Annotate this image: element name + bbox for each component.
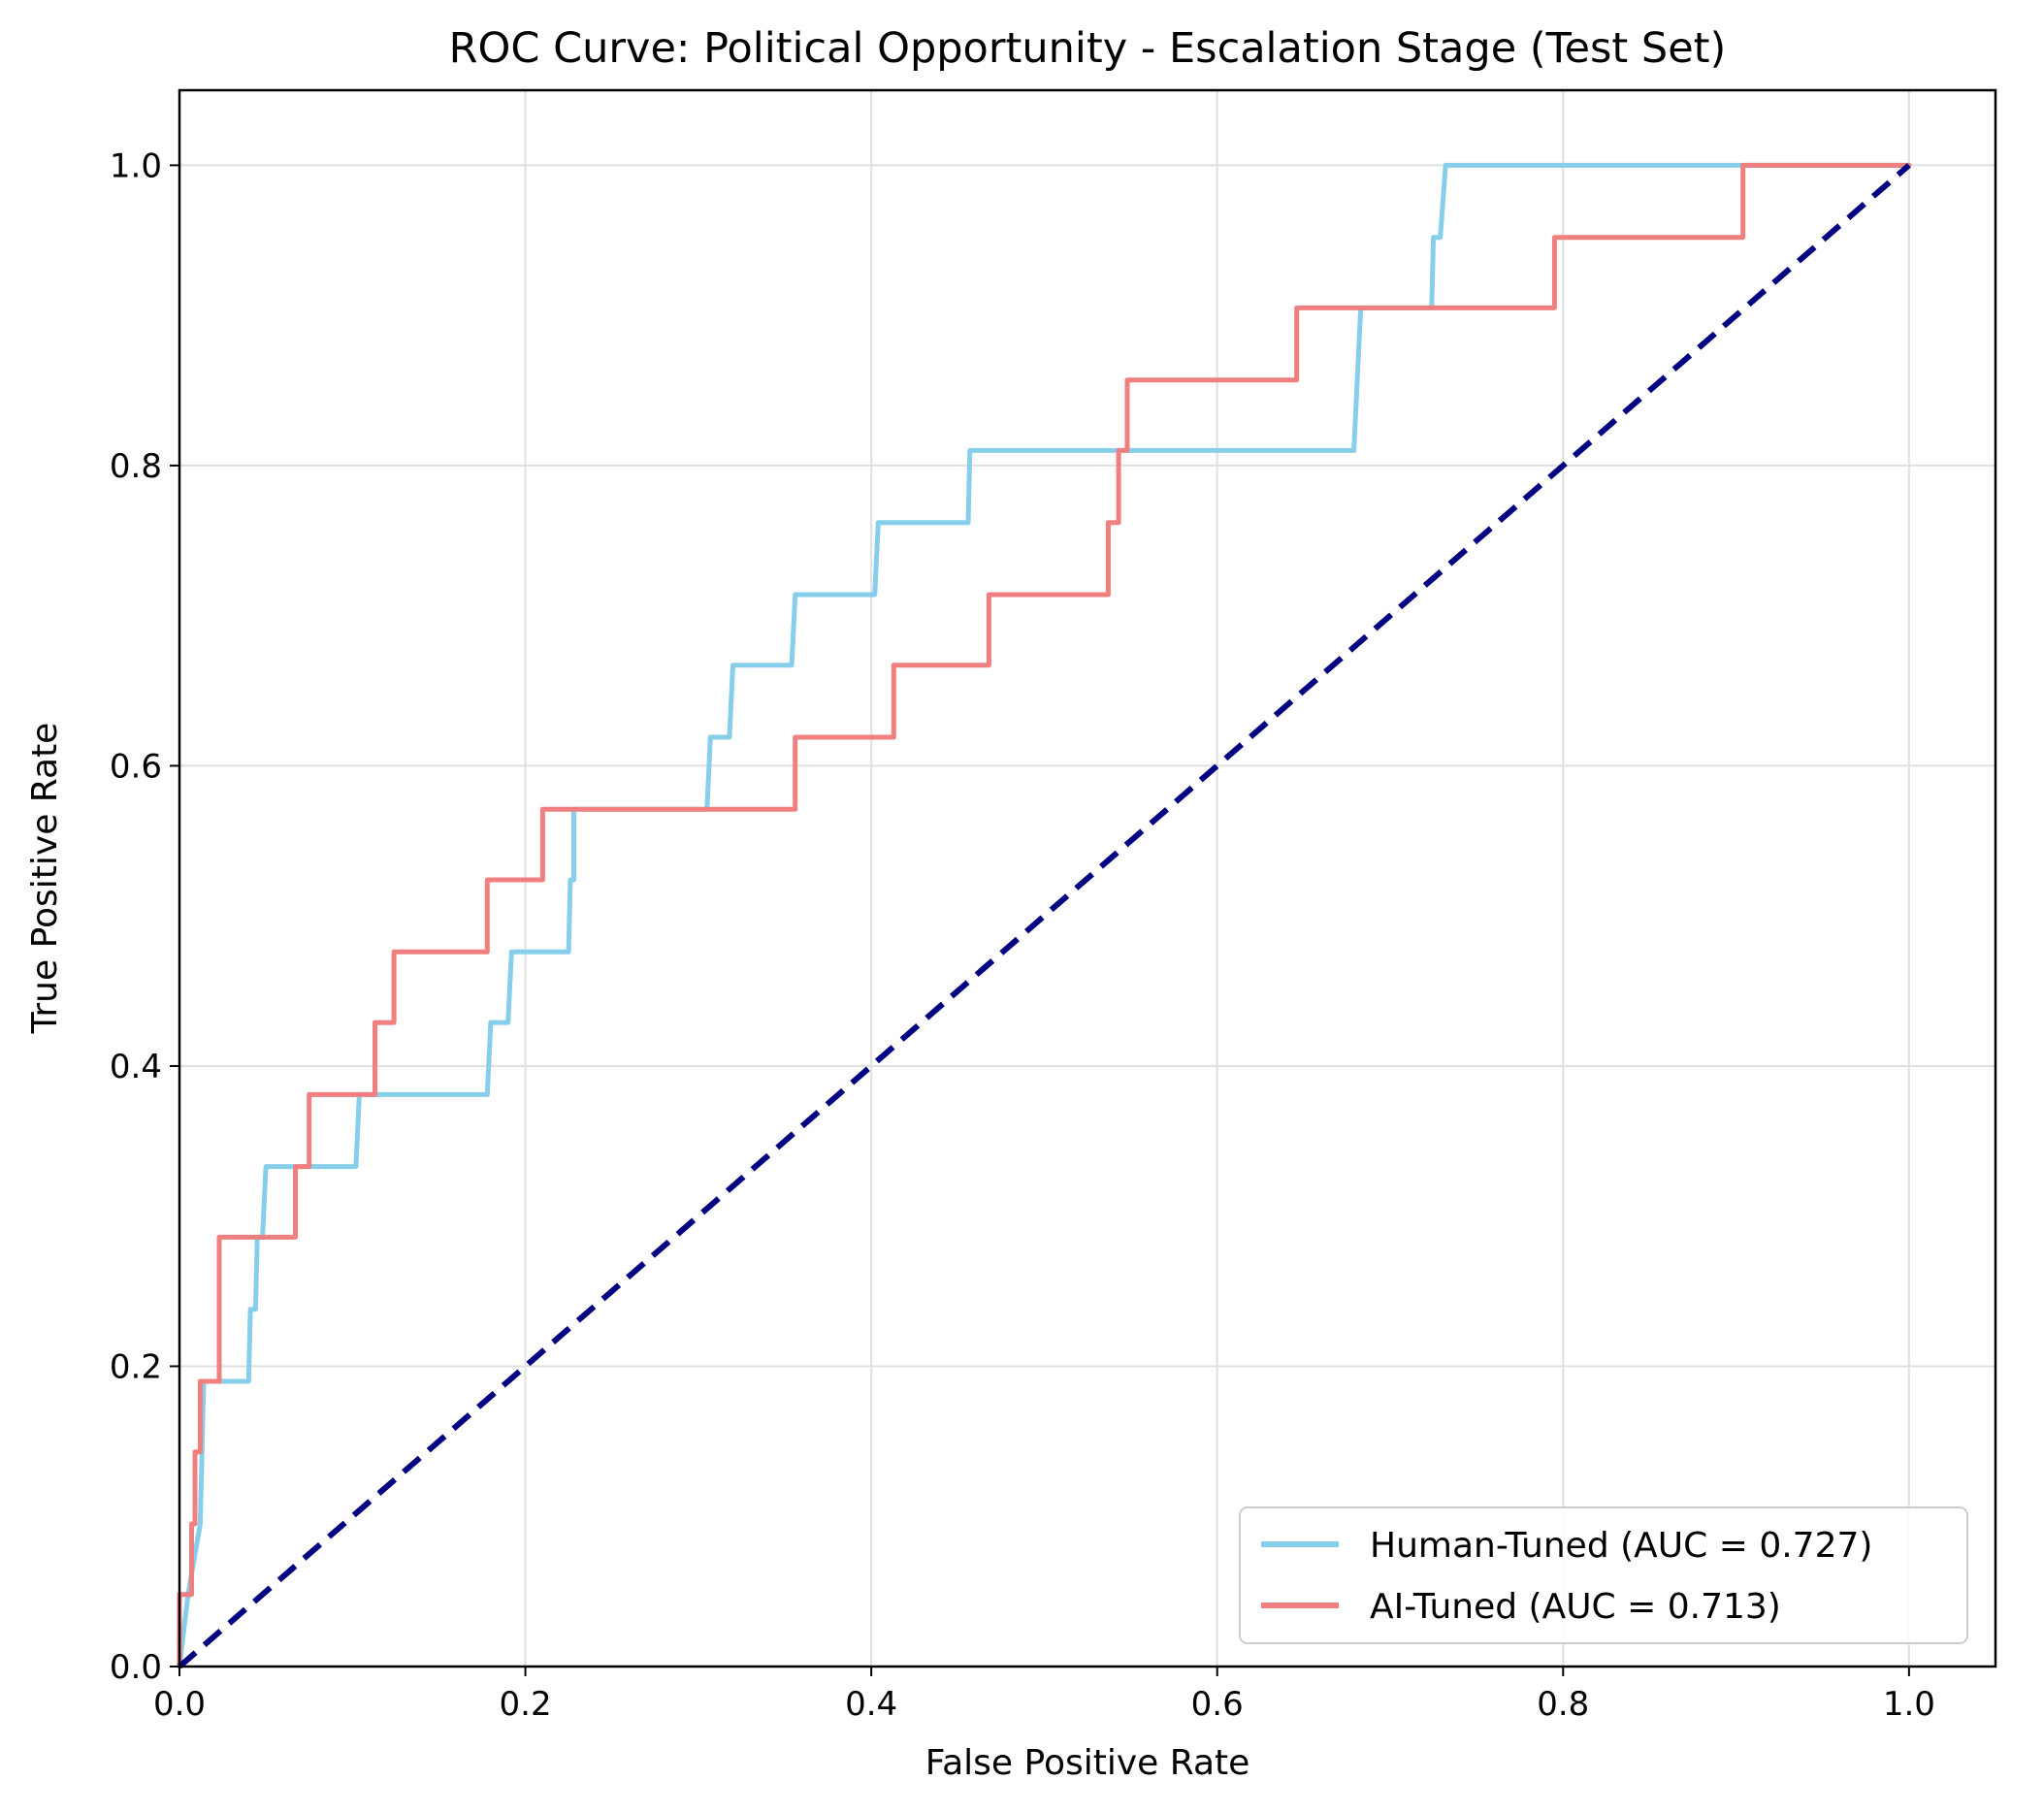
legend-box (1239, 1506, 1968, 1644)
ticks: 0.0 0.2 0.4 0.6 0.8 1.0 0.0 0.2 0.4 0.6 0.8 1.0 (110, 146, 1935, 1724)
legend-label-human-tuned: Human-Tuned (AUC = 0.727) (1370, 1526, 1872, 1566)
plot-area (177, 162, 1912, 1669)
y-tick-label: 0.2 (110, 1347, 162, 1386)
x-tick-label: 0.8 (1537, 1685, 1589, 1724)
y-tick-label: 0.8 (110, 447, 162, 486)
x-tick-label: 0.2 (500, 1685, 552, 1724)
x-tick-label: 1.0 (1883, 1685, 1935, 1724)
y-axis-label: True Positive Rate (25, 723, 65, 1035)
ai-tuned-curve (177, 162, 1912, 1669)
y-tick-label: 0.4 (110, 1048, 162, 1086)
legend-label-ai-tuned: AI-Tuned (AUC = 0.713) (1370, 1587, 1781, 1627)
y-tick-label: 1.0 (110, 146, 162, 185)
chance-diagonal-line (178, 163, 1911, 1669)
y-tick-label: 0.6 (110, 747, 162, 786)
chart-title: ROC Curve: Political Opportunity - Escal… (449, 24, 1727, 73)
axes-frame (178, 88, 1997, 1668)
x-tick-label: 0.4 (845, 1685, 897, 1724)
x-axis-label: False Positive Rate (925, 1743, 1250, 1783)
y-tick-label: 0.0 (110, 1648, 162, 1687)
x-tick-label: 0.6 (1191, 1685, 1244, 1724)
x-tick-label: 0.0 (153, 1685, 206, 1724)
legend: Human-Tuned (AUC = 0.727) AI-Tuned (AUC … (1239, 1506, 1968, 1644)
